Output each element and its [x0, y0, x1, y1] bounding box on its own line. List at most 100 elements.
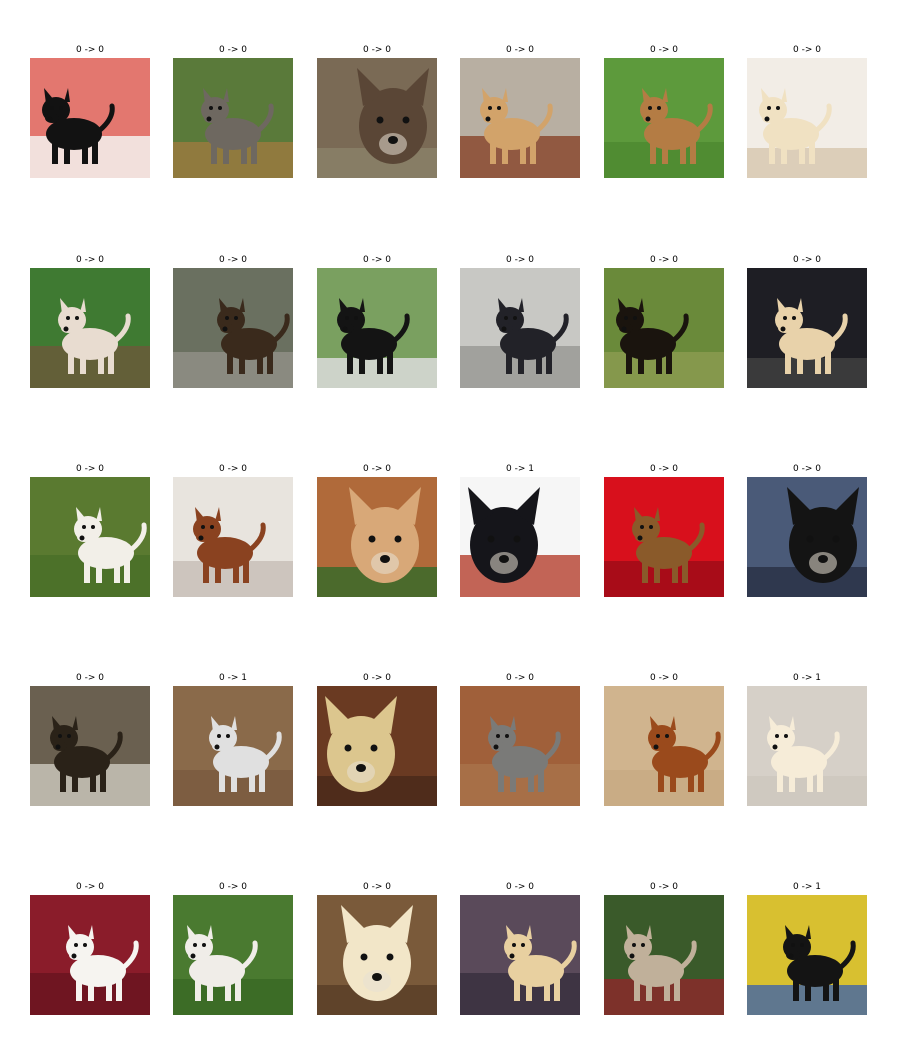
dog-photo-graphic	[173, 268, 293, 388]
dog-photo	[460, 895, 580, 1015]
dog-photo-graphic	[317, 895, 437, 1015]
prediction-label: 0 -> 0	[76, 255, 104, 265]
dog-photo	[747, 686, 867, 806]
prediction-label: 0 -> 0	[793, 464, 821, 474]
dog-silhouette	[616, 298, 689, 374]
dog-photo-graphic	[747, 477, 867, 597]
dog-silhouette	[58, 298, 131, 374]
prediction-label: 0 -> 0	[363, 882, 391, 892]
dog-photo-graphic	[604, 895, 724, 1015]
dog-photo	[747, 58, 867, 178]
dog-photo	[317, 58, 437, 178]
dog-silhouette	[337, 298, 410, 374]
dog-silhouette	[480, 88, 553, 164]
dog-photo-graphic	[460, 268, 580, 388]
dog-silhouette	[775, 298, 848, 374]
dog-photo-graphic	[317, 686, 437, 806]
dog-photo	[173, 895, 293, 1015]
dog-photo	[173, 477, 293, 597]
dog-photo-graphic	[604, 268, 724, 388]
dog-silhouette	[468, 487, 540, 583]
dog-silhouette	[42, 88, 115, 164]
prediction-label: 0 -> 0	[219, 882, 247, 892]
prediction-label: 0 -> 0	[219, 255, 247, 265]
dog-photo-graphic	[317, 58, 437, 178]
prediction-label: 0 -> 0	[363, 464, 391, 474]
dog-silhouette	[787, 487, 859, 583]
prediction-label: 0 -> 1	[219, 673, 247, 683]
dog-silhouette	[783, 925, 856, 1001]
dog-silhouette	[496, 298, 569, 374]
dog-photo-graphic	[460, 895, 580, 1015]
dog-photo	[30, 686, 150, 806]
prediction-label: 0 -> 0	[219, 45, 247, 55]
dog-silhouette	[341, 905, 413, 1001]
dog-photo	[747, 268, 867, 388]
prediction-label: 0 -> 0	[363, 45, 391, 55]
dog-photo	[30, 268, 150, 388]
dog-photo-graphic	[460, 58, 580, 178]
dog-photo-graphic	[317, 268, 437, 388]
dog-photo	[460, 268, 580, 388]
dog-photo	[747, 895, 867, 1015]
prediction-label: 0 -> 1	[506, 464, 534, 474]
dog-photo-graphic	[747, 268, 867, 388]
prediction-label: 0 -> 0	[650, 45, 678, 55]
prediction-label: 0 -> 0	[650, 464, 678, 474]
dog-silhouette	[488, 716, 561, 792]
dog-silhouette	[624, 925, 697, 1001]
dog-photo	[460, 58, 580, 178]
prediction-label: 0 -> 0	[650, 673, 678, 683]
dog-photo	[604, 58, 724, 178]
dog-photo	[604, 686, 724, 806]
dog-photo	[30, 58, 150, 178]
dog-photo-graphic	[173, 686, 293, 806]
dog-photo	[173, 268, 293, 388]
dog-silhouette	[66, 925, 139, 1001]
prediction-label: 0 -> 0	[506, 673, 534, 683]
prediction-label: 0 -> 0	[76, 45, 104, 55]
prediction-label: 0 -> 0	[76, 673, 104, 683]
prediction-label: 0 -> 0	[793, 45, 821, 55]
prediction-label: 0 -> 1	[793, 882, 821, 892]
dog-photo	[317, 895, 437, 1015]
dog-photo	[30, 477, 150, 597]
dog-photo	[317, 686, 437, 806]
dog-silhouette	[217, 298, 290, 374]
dog-photo-graphic	[747, 58, 867, 178]
dog-photo-graphic	[747, 895, 867, 1015]
dog-photo-graphic	[173, 58, 293, 178]
dog-photo-graphic	[173, 895, 293, 1015]
dog-silhouette	[767, 716, 840, 792]
dog-silhouette	[759, 88, 832, 164]
dog-silhouette	[357, 68, 429, 164]
dog-photo-graphic	[30, 895, 150, 1015]
prediction-label: 0 -> 0	[506, 45, 534, 55]
dog-silhouette	[201, 88, 274, 164]
prediction-label: 0 -> 0	[793, 255, 821, 265]
dog-photo-graphic	[30, 58, 150, 178]
dog-photo-graphic	[604, 58, 724, 178]
dog-photo-graphic	[460, 686, 580, 806]
prediction-label: 0 -> 0	[506, 255, 534, 265]
dog-photo	[30, 895, 150, 1015]
dog-silhouette	[349, 487, 421, 583]
dog-photo-graphic	[604, 686, 724, 806]
dog-silhouette	[640, 88, 713, 164]
dog-photo-graphic	[317, 477, 437, 597]
dog-photo	[747, 477, 867, 597]
dog-photo	[604, 895, 724, 1015]
dog-silhouette	[50, 716, 123, 792]
dog-photo	[604, 268, 724, 388]
prediction-label: 0 -> 0	[506, 882, 534, 892]
dog-photo	[317, 268, 437, 388]
dog-photo	[460, 686, 580, 806]
dog-silhouette	[193, 507, 266, 583]
dog-photo-graphic	[30, 477, 150, 597]
prediction-label: 0 -> 0	[650, 255, 678, 265]
dog-photo	[173, 58, 293, 178]
prediction-label: 0 -> 0	[76, 882, 104, 892]
dog-photo-graphic	[30, 268, 150, 388]
dog-photo-graphic	[747, 686, 867, 806]
